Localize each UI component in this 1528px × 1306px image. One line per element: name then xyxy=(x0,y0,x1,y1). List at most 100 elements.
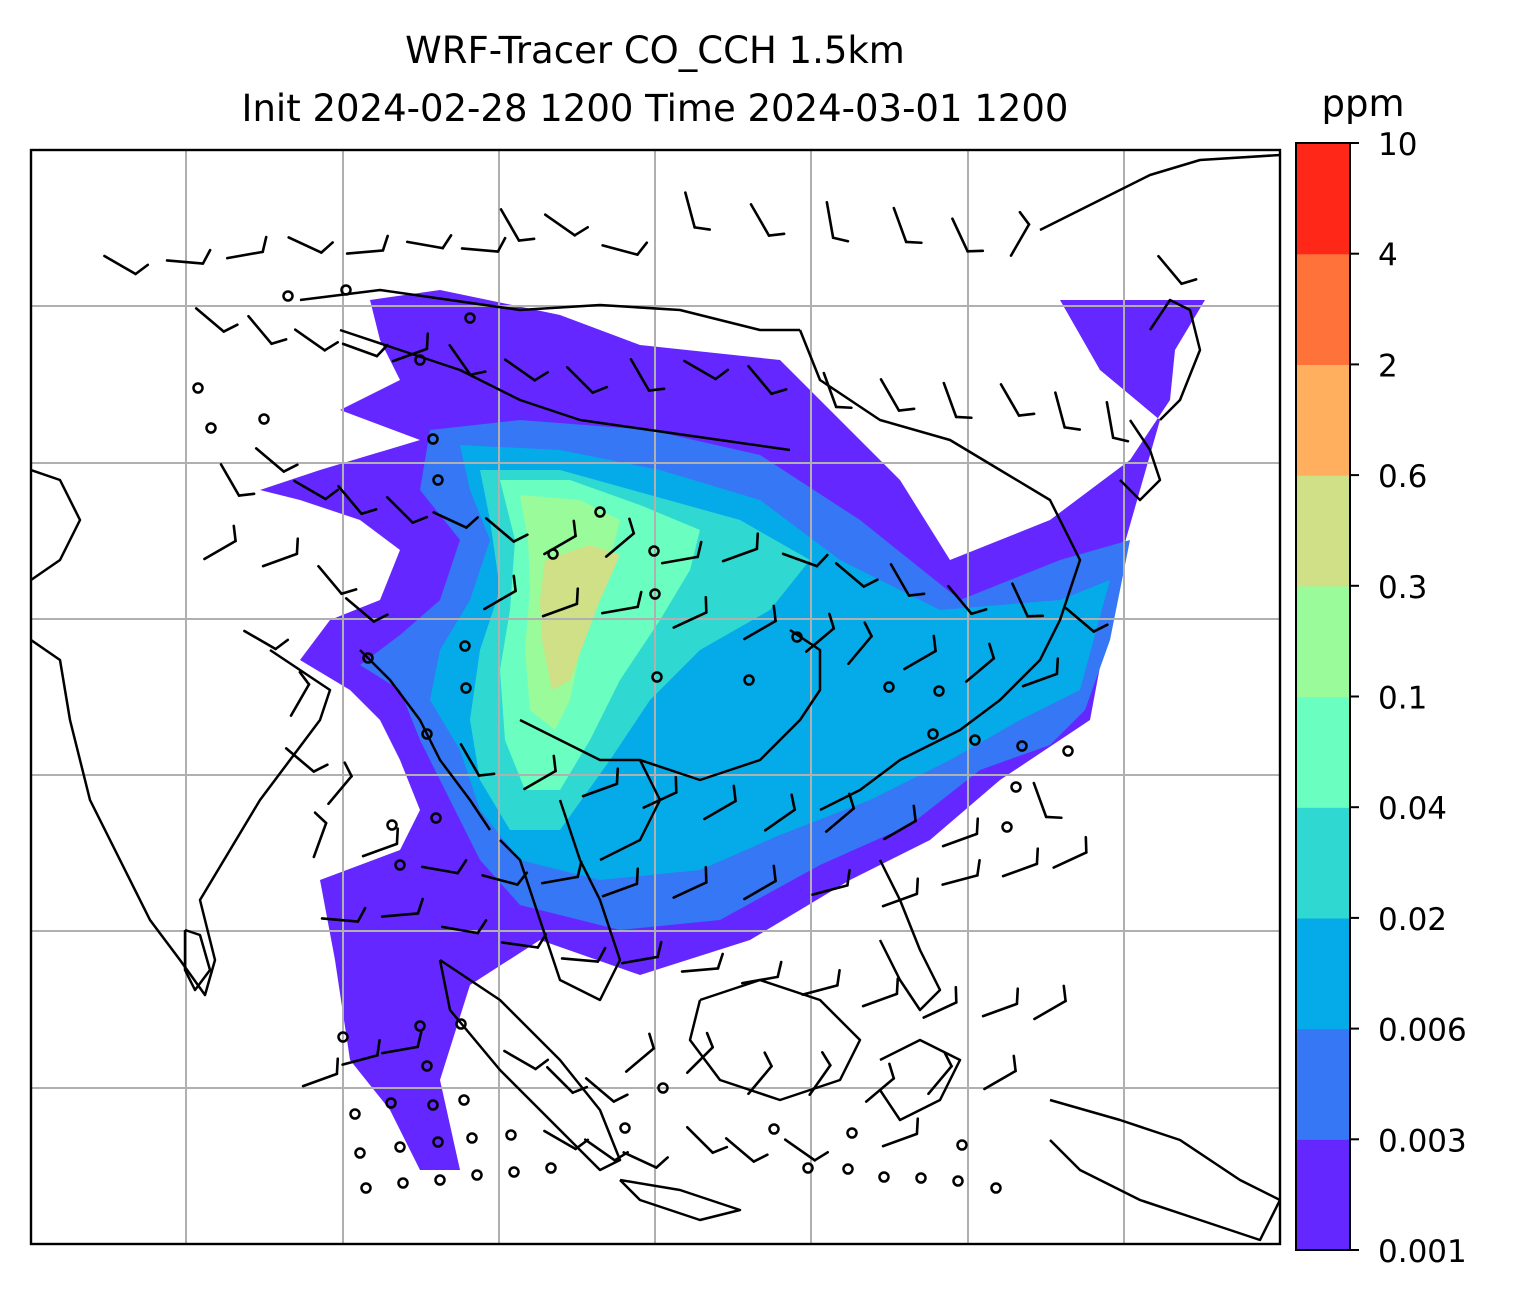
barb-shaft xyxy=(622,1151,658,1169)
wind-barb xyxy=(499,208,536,242)
wind-barb xyxy=(1064,607,1109,633)
calm-wind-marker xyxy=(455,1018,467,1030)
barb-flag xyxy=(704,865,708,884)
barb-shaft xyxy=(380,1045,420,1055)
wind-barb xyxy=(312,811,328,859)
barb-shaft xyxy=(499,208,521,242)
wind-barb xyxy=(822,371,853,410)
barb-flag xyxy=(441,234,453,250)
wind-barb xyxy=(604,517,636,558)
barb-shaft xyxy=(503,1049,537,1071)
wind-barb xyxy=(500,933,548,949)
barb-flag xyxy=(375,343,389,358)
barb-shaft xyxy=(523,769,557,791)
barb-flag xyxy=(343,761,353,778)
calm-wind-marker xyxy=(432,474,444,486)
barb-shaft xyxy=(951,217,969,253)
barb-flag xyxy=(1035,847,1040,866)
calm-wind-marker xyxy=(192,382,204,394)
wind-barb xyxy=(672,865,708,899)
barb-shaft xyxy=(941,832,979,848)
wind-barb xyxy=(942,381,973,420)
barb-flag xyxy=(576,860,583,879)
barb-flag xyxy=(888,1062,896,1080)
colorbar-segment-0 xyxy=(1296,1139,1350,1251)
barb-shaft xyxy=(747,1064,773,1096)
barb-flag xyxy=(636,590,643,609)
barb-shaft xyxy=(345,249,385,255)
wind-barb xyxy=(503,1049,550,1071)
barb-flag xyxy=(596,946,607,963)
wind-barb xyxy=(385,495,429,525)
barb-flag xyxy=(1092,623,1109,633)
coast-india xyxy=(31,638,332,997)
wind-barb xyxy=(1009,210,1031,257)
wind-barb xyxy=(1033,984,1067,1021)
coast-sulawesi xyxy=(878,1038,962,1122)
wind-barb xyxy=(685,1125,729,1155)
calm-wind-marker xyxy=(1010,781,1022,793)
barb-flag xyxy=(831,236,850,243)
barb-flag xyxy=(395,827,400,846)
calm-wind-marker xyxy=(471,1169,483,1181)
wind-barb xyxy=(581,767,620,798)
barb-flag xyxy=(696,540,703,559)
wind-barb xyxy=(361,827,400,858)
barb-shaft xyxy=(620,955,660,965)
wind-barb xyxy=(543,519,577,556)
barb-flag xyxy=(975,817,980,836)
barb-shaft xyxy=(327,774,353,806)
barb-shaft xyxy=(685,1125,715,1155)
colorbar-tick-label: 0.04 xyxy=(1378,791,1447,827)
border-myanmar xyxy=(359,649,492,831)
wind-barb xyxy=(254,447,299,473)
coast-borneo xyxy=(688,978,862,1102)
barb-shaft xyxy=(405,240,445,250)
barb-shaft xyxy=(219,463,241,497)
barb-flag xyxy=(591,385,609,395)
barb-flag xyxy=(943,1051,953,1068)
wind-barb xyxy=(947,584,988,616)
calm-wind-marker xyxy=(427,1099,439,1111)
calm-wind-marker xyxy=(651,671,663,683)
barb-flag xyxy=(312,763,329,773)
barb-flag xyxy=(716,952,724,970)
barb-shaft xyxy=(601,882,639,898)
coast-sea-peninsula xyxy=(499,799,622,1002)
barb-flag xyxy=(904,240,923,245)
barb-flag xyxy=(425,332,430,351)
calm-wind-marker xyxy=(956,1139,968,1151)
barb-flag xyxy=(533,370,549,382)
barb-flag xyxy=(1111,436,1130,443)
wind-barb xyxy=(432,511,479,529)
barb-shaft xyxy=(484,517,516,543)
calm-wind-marker xyxy=(205,422,217,434)
calm-wind-marker xyxy=(842,1163,854,1175)
calm-wind-marker xyxy=(386,819,398,831)
colorbar-tick-label: 2 xyxy=(1378,348,1398,384)
barb-shaft xyxy=(301,1072,339,1088)
barb-shaft xyxy=(432,511,468,529)
barb-flag xyxy=(693,226,712,231)
barb-shaft xyxy=(883,819,917,841)
barb-shaft xyxy=(247,314,273,346)
wind-barb xyxy=(327,761,353,806)
barb-flag xyxy=(323,340,339,352)
barb-shaft xyxy=(317,564,343,596)
border-mongolia xyxy=(299,288,800,332)
barb-shaft xyxy=(560,957,600,963)
wind-barb xyxy=(743,864,777,901)
barb-shaft xyxy=(1009,223,1031,257)
colorbar-tick-label: 4 xyxy=(1378,238,1398,274)
wind-barb xyxy=(565,365,609,395)
calm-wind-marker xyxy=(743,674,755,686)
colorbar-segment-3 xyxy=(1296,807,1350,919)
barb-shaft xyxy=(903,649,937,671)
colorbar-tick-label: 0.3 xyxy=(1378,570,1427,606)
calm-wind-marker xyxy=(802,1162,814,1174)
barb-shaft xyxy=(685,1045,715,1075)
calm-wind-marker xyxy=(340,284,352,296)
plume-level-0.3 xyxy=(540,545,620,690)
barb-flag xyxy=(1026,614,1045,618)
wind-barb xyxy=(624,1032,656,1073)
